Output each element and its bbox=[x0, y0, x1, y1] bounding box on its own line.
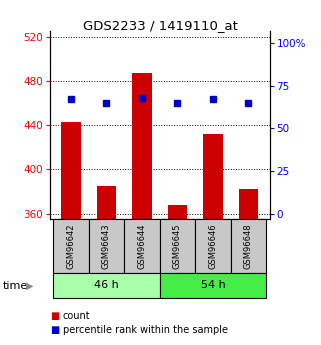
Bar bbox=[168, 205, 187, 219]
Bar bbox=[160, 219, 195, 273]
Text: 46 h: 46 h bbox=[94, 280, 119, 290]
Bar bbox=[53, 273, 160, 298]
Text: GDS2233 / 1419110_at: GDS2233 / 1419110_at bbox=[83, 19, 238, 32]
Text: GSM96643: GSM96643 bbox=[102, 223, 111, 269]
Bar bbox=[61, 122, 81, 219]
Text: time: time bbox=[3, 281, 29, 290]
Text: count: count bbox=[63, 311, 90, 321]
Text: GSM96645: GSM96645 bbox=[173, 223, 182, 268]
Bar bbox=[124, 219, 160, 273]
Bar bbox=[160, 273, 266, 298]
Text: ▶: ▶ bbox=[26, 281, 34, 290]
Text: percentile rank within the sample: percentile rank within the sample bbox=[63, 325, 228, 335]
Bar bbox=[97, 186, 116, 219]
Bar bbox=[230, 219, 266, 273]
Text: GSM96644: GSM96644 bbox=[137, 223, 146, 268]
Text: GSM96648: GSM96648 bbox=[244, 223, 253, 269]
Bar bbox=[195, 219, 230, 273]
Bar bbox=[89, 219, 124, 273]
Text: ■: ■ bbox=[50, 311, 59, 321]
Text: ■: ■ bbox=[50, 325, 59, 335]
Text: GSM96642: GSM96642 bbox=[66, 223, 75, 268]
Text: 54 h: 54 h bbox=[201, 280, 225, 290]
Bar bbox=[239, 189, 258, 219]
Text: GSM96646: GSM96646 bbox=[208, 223, 217, 269]
Bar bbox=[203, 134, 223, 219]
Bar bbox=[132, 73, 152, 219]
Bar bbox=[53, 219, 89, 273]
